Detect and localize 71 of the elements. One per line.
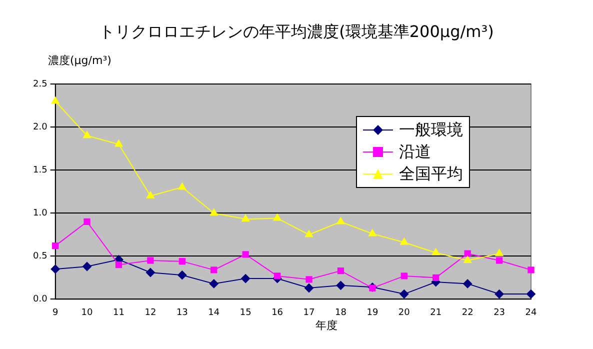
y-tick-label: 0.5 (32, 252, 48, 262)
point (83, 131, 91, 138)
point (464, 256, 472, 263)
x-tick-label: 23 (494, 308, 506, 318)
point (50, 264, 60, 274)
y-axis-title: 濃度(μg/m³) (48, 53, 112, 68)
x-tick-label: 18 (335, 308, 347, 318)
x-tick-label: 19 (366, 308, 378, 318)
point (400, 290, 409, 299)
point (115, 261, 122, 268)
point (242, 214, 250, 222)
point (146, 191, 154, 198)
point (209, 279, 218, 288)
x-tick-label: 20 (398, 308, 410, 318)
x-tick-label: 9 (52, 308, 58, 318)
x-tick-label: 11 (113, 308, 124, 318)
point (147, 257, 154, 264)
point (432, 248, 440, 256)
legend-label: 沿道 (399, 142, 431, 162)
point (84, 218, 90, 226)
point (495, 249, 504, 256)
y-tick-label: 2.0 (32, 122, 48, 132)
x-tick-label: 13 (176, 308, 188, 318)
x-tick-label: 16 (272, 308, 284, 318)
point (369, 284, 376, 292)
point (241, 274, 250, 284)
point (526, 290, 536, 299)
point (400, 238, 408, 245)
legend-label: 全国平均 (399, 164, 463, 184)
x-tick-label: 14 (208, 308, 220, 318)
point (368, 229, 376, 236)
point (51, 96, 60, 104)
point (496, 257, 503, 264)
point (400, 272, 408, 280)
point (432, 274, 440, 282)
x-axis-title: 年度 (314, 318, 338, 333)
x-tick-label: 12 (144, 308, 156, 318)
point (304, 284, 314, 293)
point (210, 208, 218, 216)
point (82, 262, 92, 271)
point (178, 258, 186, 265)
point (274, 272, 281, 280)
y-tick-label: 2.5 (32, 79, 48, 90)
point (178, 270, 187, 280)
point (114, 140, 123, 147)
point (494, 290, 504, 299)
point (528, 266, 534, 274)
x-tick-label: 24 (525, 308, 537, 318)
point (242, 251, 249, 258)
chart-title: トリクロロエチレンの年平均濃度(環境基準200μg/m³) (98, 22, 495, 43)
point (52, 242, 59, 250)
point (305, 230, 313, 238)
x-tick-label: 10 (81, 308, 94, 318)
point (463, 279, 472, 288)
point (306, 276, 312, 283)
y-tick-label: 1.0 (32, 208, 48, 218)
y-tick-label: 1.5 (32, 165, 48, 176)
point (336, 280, 346, 290)
point (210, 266, 218, 274)
point (337, 267, 344, 274)
y-tick-label: 0.0 (32, 294, 48, 305)
point (146, 268, 155, 278)
x-tick-label: 17 (303, 308, 315, 318)
x-tick-label: 15 (240, 308, 252, 318)
x-tick-label: 21 (430, 308, 442, 318)
point (464, 250, 471, 257)
legend-label: 一般環境 (399, 120, 463, 140)
point (273, 214, 282, 221)
point (178, 182, 186, 190)
x-tick-label: 22 (462, 308, 474, 318)
point (336, 217, 345, 224)
